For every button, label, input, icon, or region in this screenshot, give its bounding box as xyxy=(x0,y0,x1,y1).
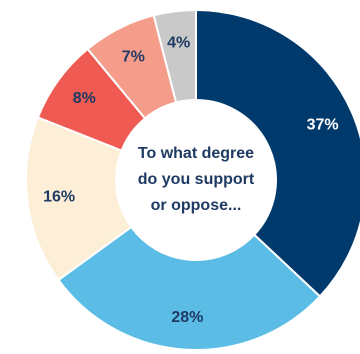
slices-group xyxy=(25,8,360,351)
slice-label-5: 4% xyxy=(167,34,190,51)
slice-label-2: 16% xyxy=(43,189,75,206)
center-text-line-3: or oppose... xyxy=(151,197,242,214)
slice-label-0: 37% xyxy=(307,116,339,133)
slice-labels-group: 37% 28% 16% 8% 7% 4% xyxy=(43,34,339,326)
donut-slice-0 xyxy=(195,8,360,298)
donut-slice-2 xyxy=(25,116,133,282)
center-text-line-1: To what degree xyxy=(138,145,254,162)
slice-label-1: 28% xyxy=(171,309,203,326)
donut-slice-1 xyxy=(57,225,322,351)
center-group: To what degree do you support or oppose.… xyxy=(138,145,255,214)
donut-slice-5 xyxy=(152,8,197,104)
center-text-line-2: do you support xyxy=(138,171,255,188)
slice-label-4: 7% xyxy=(122,48,145,65)
slice-label-3: 8% xyxy=(73,90,96,107)
